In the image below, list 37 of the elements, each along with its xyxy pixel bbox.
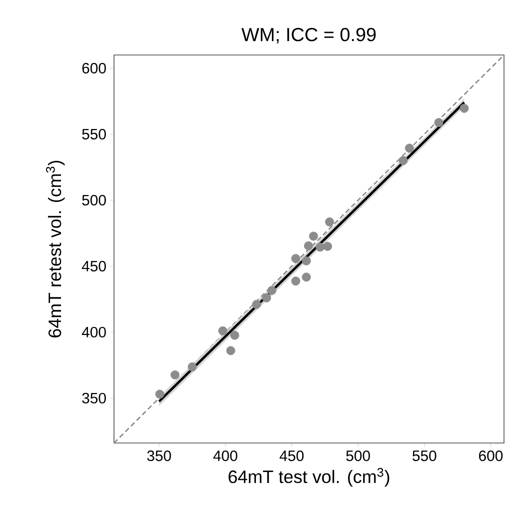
point bbox=[434, 118, 444, 128]
point bbox=[226, 346, 236, 356]
point bbox=[188, 362, 197, 372]
y-tick-label: 350 bbox=[82, 392, 106, 404]
x-tick-label: 550 bbox=[412, 450, 436, 462]
point bbox=[291, 276, 300, 286]
y-tick-label: 500 bbox=[82, 194, 106, 206]
point bbox=[262, 293, 272, 302]
point bbox=[267, 286, 276, 295]
point bbox=[304, 241, 313, 250]
point bbox=[398, 156, 408, 166]
point bbox=[316, 242, 325, 252]
point bbox=[460, 104, 469, 113]
point bbox=[170, 370, 180, 380]
point bbox=[218, 326, 228, 336]
x-tick-label: 450 bbox=[280, 450, 304, 462]
point bbox=[302, 272, 311, 282]
x-tick-label: 600 bbox=[479, 450, 503, 462]
point bbox=[230, 330, 240, 340]
x-tick-label: 500 bbox=[346, 450, 370, 462]
point bbox=[323, 242, 332, 251]
x-tick-label: 350 bbox=[147, 450, 171, 462]
chart-title: WM; ICC = 0.99 bbox=[241, 28, 376, 44]
y-tick-label: 600 bbox=[82, 62, 106, 74]
point bbox=[404, 144, 414, 153]
point bbox=[325, 217, 334, 226]
point bbox=[155, 390, 164, 399]
y-axis-title: 64mT retest vol. (cm$^{3}$) bbox=[46, 160, 65, 338]
x-tick-label: 400 bbox=[213, 450, 238, 462]
y-tick-label: 450 bbox=[82, 260, 106, 272]
x-axis-title: 64mT test vol. (cm$^{3}$) bbox=[228, 468, 390, 487]
y-tick-label: 400 bbox=[82, 326, 106, 338]
point bbox=[291, 254, 300, 263]
point bbox=[302, 256, 311, 266]
point bbox=[309, 232, 318, 241]
point bbox=[252, 300, 262, 309]
y-tick-label: 550 bbox=[82, 128, 106, 140]
